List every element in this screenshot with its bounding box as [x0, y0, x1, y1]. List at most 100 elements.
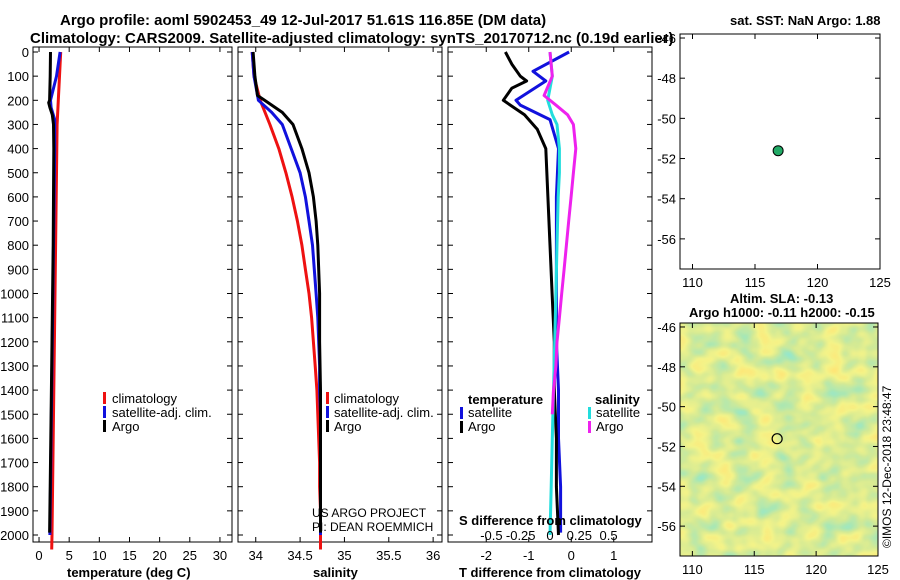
- map-x-tick-label: 125: [869, 275, 891, 290]
- map-y-tick-label: -46: [657, 320, 676, 335]
- depth-tick-label: 1600: [0, 431, 29, 446]
- legend-swatch-t-satellite: [460, 407, 463, 419]
- legend-s-argo: Argo: [596, 419, 623, 434]
- x-tick-label: 10: [92, 548, 106, 563]
- x-tick-label: 5: [66, 548, 73, 563]
- legend-argo: Argo: [112, 419, 139, 434]
- depth-tick-label: 1500: [0, 407, 29, 422]
- x-tick-label: 1: [610, 548, 617, 563]
- x-tick-label: 34.5: [287, 548, 312, 563]
- depth-tick-label: 300: [7, 117, 29, 132]
- legend-swatch-argo: [326, 420, 329, 432]
- depth-tick-label: 500: [7, 166, 29, 181]
- legend-s-satellite: satellite: [596, 405, 640, 420]
- title-line1: Argo profile: aoml 5902453_49 12-Jul-201…: [60, 12, 546, 29]
- pi-annotation: PI: DEAN ROEMMICH: [312, 520, 433, 534]
- project-annotation: US ARGO PROJECT: [312, 506, 427, 520]
- legend-t-satellite: satellite: [468, 405, 512, 420]
- depth-tick-label: 2000: [0, 528, 29, 543]
- map-x-tick-label: 110: [682, 562, 703, 577]
- legend-argo: Argo: [334, 419, 361, 434]
- x-tick-label: 25: [183, 548, 197, 563]
- title-line2: Climatology: CARS2009. Satellite-adjuste…: [30, 30, 674, 47]
- sla-title-line1: Altim. SLA: -0.13: [730, 291, 833, 306]
- legend-climatology: climatology: [334, 391, 400, 406]
- legend-swatch-satellite: [326, 406, 329, 418]
- sst-map-panel: sat. SST: NaN Argo: 1.88 110 115 120 125 -46…: [657, 13, 891, 290]
- map-x-tick-label: 115: [745, 275, 766, 290]
- map-y-tick-label: -56: [657, 232, 676, 247]
- float-position-marker: [771, 433, 783, 445]
- legend-swatch-t-argo: [460, 421, 463, 433]
- x-tick-label: -2: [480, 548, 492, 563]
- legend-satellite-adj: satellite-adj. clim.: [112, 405, 212, 420]
- series-t-argo: [501, 51, 560, 536]
- series-argo: [251, 51, 322, 533]
- map-y-tick-label: -52: [657, 152, 676, 167]
- legend-t-argo: Argo: [468, 419, 495, 434]
- map-y-tick-label: -48: [657, 360, 676, 375]
- x-tick-label: 20: [152, 548, 166, 563]
- sla-frame: [679, 322, 879, 557]
- depth-tick-label: 1900: [0, 504, 29, 519]
- legend-swatch-s-argo: [588, 421, 591, 433]
- salinity-panel: 34 34.5 35 35.5 36 salinity climatology sate…: [237, 46, 443, 580]
- map-x-tick-label: 120: [807, 275, 829, 290]
- legend-climatology: climatology: [112, 391, 178, 406]
- salinity-xlabel: salinity: [313, 565, 359, 580]
- legend-salinity-title: salinity: [595, 392, 641, 407]
- difference-legend: temperature satellite Argo salinity sate…: [460, 392, 641, 434]
- map-y-tick-label: -54: [657, 479, 676, 494]
- sla-title-line2: Argo h1000: -0.11 h2000: -0.15: [689, 305, 875, 320]
- salinity-difference-label: S difference from climatology: [459, 513, 643, 528]
- temperature-frame: [32, 46, 233, 543]
- depth-tick-label: 0: [22, 45, 29, 60]
- salinity-frame: [237, 46, 443, 543]
- series-climatology: [50, 51, 63, 550]
- depth-tick-label: 1400: [0, 383, 29, 398]
- sla-heatmap: [680, 323, 878, 556]
- series-climatology: [250, 51, 322, 550]
- series-t-satellite: [514, 50, 570, 533]
- x-tick-label: -1: [523, 548, 535, 563]
- s-tick-label: -0.25: [506, 528, 536, 543]
- x-tick-label: 34: [249, 548, 263, 563]
- depth-tick-label: 200: [7, 93, 29, 108]
- depth-tick-label: 1800: [0, 480, 29, 495]
- depth-tick-label: 1200: [0, 335, 29, 350]
- map-y-tick-label: -50: [657, 400, 676, 415]
- map-y-tick-label: -50: [657, 111, 676, 126]
- float-position-marker: [772, 145, 784, 157]
- legend-swatch-climatology: [326, 392, 329, 404]
- map-x-tick-label: 125: [867, 562, 889, 577]
- depth-tick-label: 1300: [0, 359, 29, 374]
- x-tick-label: 35: [337, 548, 351, 563]
- difference-frame: [447, 46, 653, 543]
- s-tick-label: 0.25: [567, 528, 592, 543]
- x-tick-label: 30: [213, 548, 227, 563]
- sst-title: sat. SST: NaN Argo: 1.88: [730, 13, 881, 28]
- depth-tick-label: 800: [7, 238, 29, 253]
- depth-tick-label: 700: [7, 214, 29, 229]
- depth-tick-label: 100: [7, 69, 29, 84]
- legend-swatch-argo: [103, 420, 106, 432]
- map-y-tick-label: -52: [657, 439, 676, 454]
- map-y-tick-label: -48: [657, 71, 676, 86]
- series-s-argo: [542, 51, 578, 415]
- map-y-tick-label: -46: [657, 31, 676, 46]
- depth-tick-label: 1000: [0, 287, 29, 302]
- s-tick-label: -0.5: [480, 528, 502, 543]
- map-x-tick-label: 115: [744, 562, 765, 577]
- sst-frame: [679, 33, 881, 270]
- x-tick-label: 0: [568, 548, 575, 563]
- depth-tick-label: 600: [7, 190, 29, 205]
- x-tick-label: 35.5: [376, 548, 401, 563]
- s-tick-label: 0.5: [600, 528, 618, 543]
- depth-tick-label: 1700: [0, 456, 29, 471]
- temperature-legend: climatology satellite-adj. clim. Argo: [103, 391, 212, 434]
- map-x-tick-label: 120: [805, 562, 827, 577]
- map-x-tick-label: 110: [682, 275, 703, 290]
- series-argo: [47, 51, 56, 533]
- map-y-tick-label: -56: [657, 519, 676, 534]
